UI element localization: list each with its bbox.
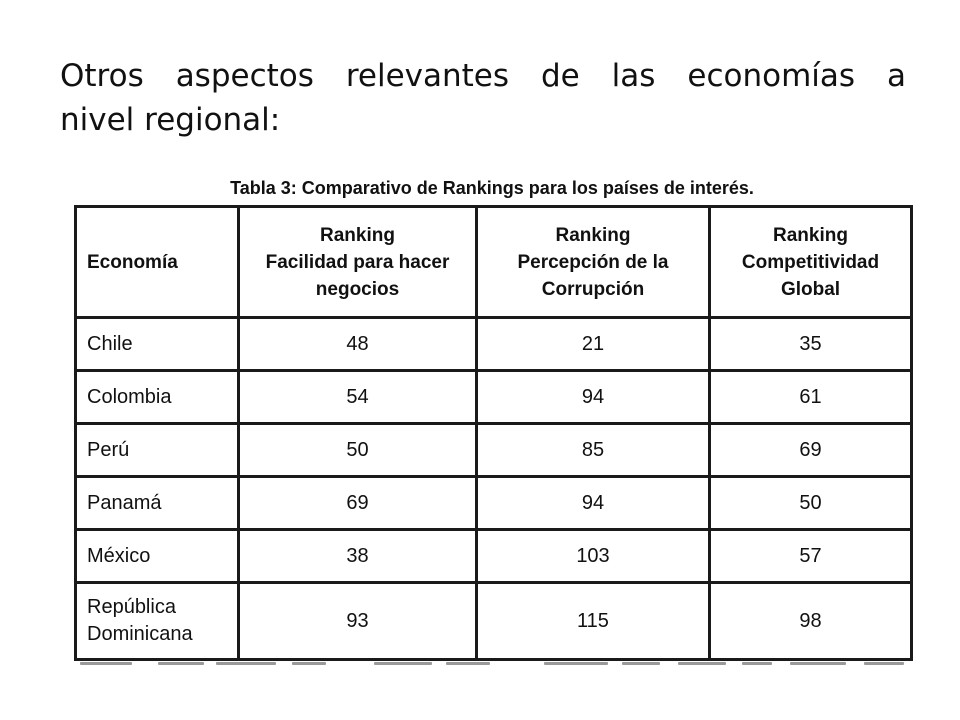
cell-economy: Perú [74,422,240,478]
table-row-panama: Panamá 69 94 50 [74,475,913,531]
economy-name: Chile [87,332,133,355]
cell-facilidad: 69 [237,475,478,531]
economy-name: Perú [87,438,130,461]
cell-economy: Colombia [74,369,240,425]
economy-name: México [87,544,151,567]
slide-heading: Otros aspectos relevantes de las economí… [60,54,906,142]
header-line: Corrupción [541,278,645,300]
economy-name: Colombia [87,385,172,408]
cell-corrupcion: 21 [475,316,711,372]
cell-competitividad: 50 [708,475,913,531]
header-line: Ranking [773,224,848,246]
cell-competitividad: 69 [708,422,913,478]
economy-name: Panamá [87,491,162,514]
cell-facilidad: 93 [237,581,478,661]
header-line: Percepción de la [517,251,669,273]
table-row-mexico: México 38 103 57 [74,528,913,584]
table-header-row: Economía Ranking Facilidad para hacer ne… [74,205,913,319]
cell-corrupcion: 94 [475,369,711,425]
cell-economy: Chile [74,316,240,372]
cell-facilidad: 50 [237,422,478,478]
economy-name: República [87,596,176,618]
heading-word: de [540,58,580,94]
heading-word: relevantes [345,58,510,94]
cell-economy: Panamá [74,475,240,531]
cropped-footnote-fragment [74,660,910,672]
header-economia: Economía [74,205,240,319]
cell-corrupcion: 103 [475,528,711,584]
table-title: Tabla 3: Comparativo de Rankings para lo… [230,178,754,198]
heading-word: Otros [60,58,144,94]
table-row-peru: Perú 50 85 69 [74,422,913,478]
economy-name: Dominicana [87,623,193,645]
heading-word: las [611,58,656,94]
table-row-colombia: Colombia 54 94 61 [74,369,913,425]
cell-competitividad: 57 [708,528,913,584]
header-line: Economía [87,251,178,273]
header-facilidad: Ranking Facilidad para hacer negocios [237,205,478,319]
cell-economy: México [74,528,240,584]
header-competitividad: Ranking Competitividad Global [708,205,913,319]
cell-corrupcion: 115 [475,581,711,661]
cell-facilidad: 48 [237,316,478,372]
cell-corrupcion: 94 [475,475,711,531]
cell-facilidad: 38 [237,528,478,584]
cell-facilidad: 54 [237,369,478,425]
heading-line-1: Otros aspectos relevantes de las economí… [60,54,906,98]
rankings-table: Economía Ranking Facilidad para hacer ne… [74,205,913,661]
header-line: Global [780,278,841,300]
header-corrupcion: Ranking Percepción de la Corrupción [475,205,711,319]
cell-competitividad: 35 [708,316,913,372]
cell-competitividad: 61 [708,369,913,425]
heading-word: economías [687,58,856,94]
cell-corrupcion: 85 [475,422,711,478]
header-line: Facilidad para hacer [265,251,450,273]
header-line: negocios [315,278,400,300]
heading-word: a [886,58,906,94]
heading-line-2: nivel regional: [60,102,281,138]
header-line: Ranking [320,224,395,246]
cell-competitividad: 98 [708,581,913,661]
table-row-chile: Chile 48 21 35 [74,316,913,372]
cell-economy: República Dominicana [74,581,240,661]
table-row-republica-dominicana: República Dominicana 93 115 98 [74,581,913,661]
heading-word: aspectos [175,58,314,94]
header-line: Ranking [555,224,631,246]
header-line: Competitividad [741,251,880,273]
